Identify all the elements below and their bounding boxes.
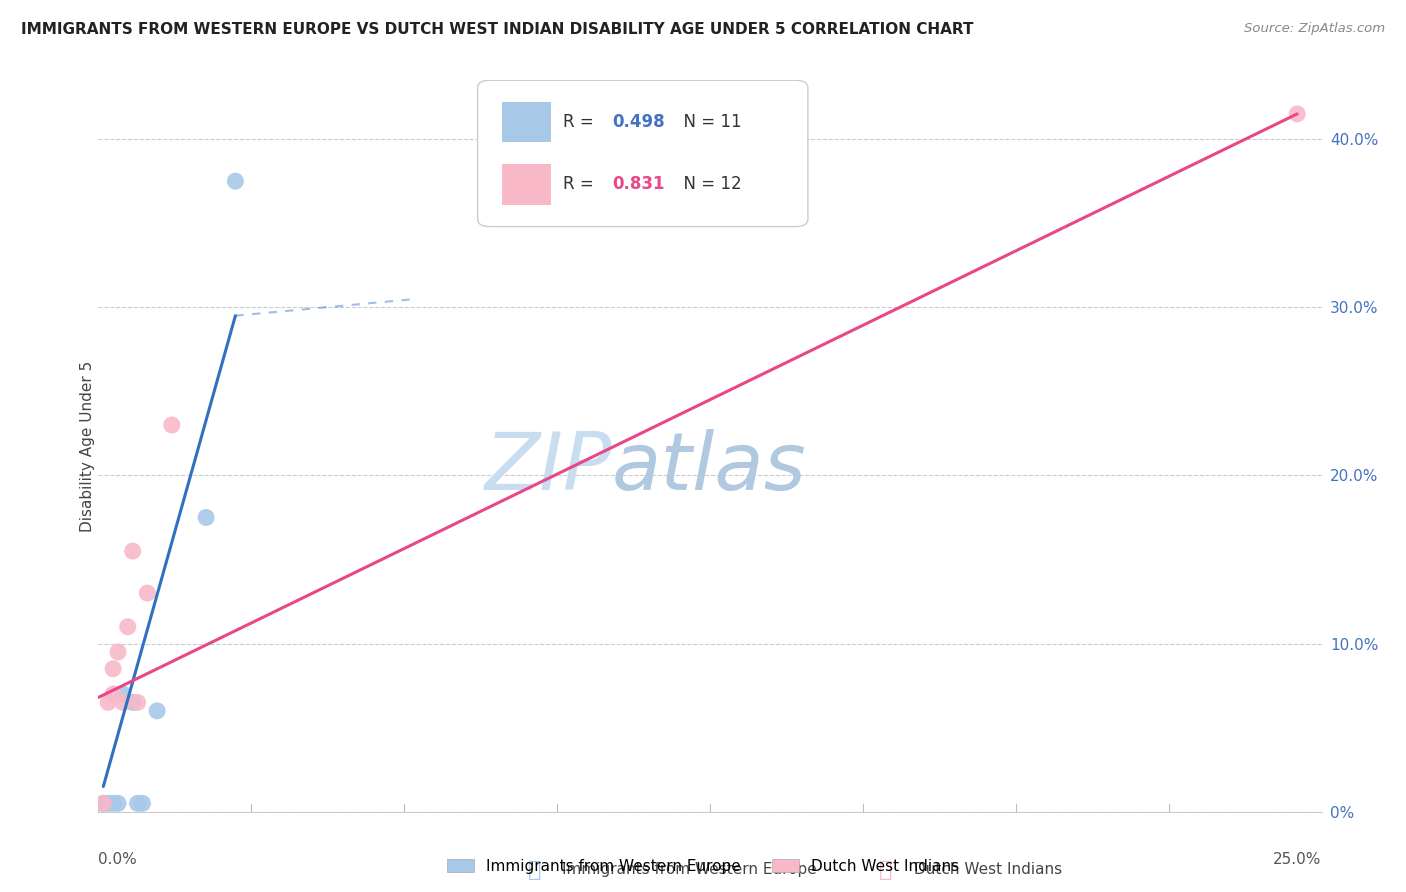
Text: R =: R = (564, 175, 599, 194)
Text: R =: R = (564, 113, 599, 131)
Text: atlas: atlas (612, 429, 807, 507)
Point (101, 797, 124, 811)
Text: 25.0%: 25.0% (1274, 852, 1322, 867)
Point (127, 797, 149, 811)
Text: IMMIGRANTS FROM WESTERN EUROPE VS DUTCH WEST INDIAN DISABILITY AGE UNDER 5 CORRE: IMMIGRANTS FROM WESTERN EUROPE VS DUTCH … (21, 22, 973, 37)
Y-axis label: Disability Age Under 5: Disability Age Under 5 (80, 360, 94, 532)
Point (121, 544, 143, 558)
Point (160, 417, 183, 432)
Text: Immigrants from Western Europe: Immigrants from Western Europe (562, 863, 817, 877)
Bar (502, 103, 551, 143)
Point (111, 695, 134, 709)
Text: 0.498: 0.498 (612, 113, 665, 131)
Point (97, 797, 120, 811)
Point (117, 620, 139, 634)
Text: Source: ZipAtlas.com: Source: ZipAtlas.com (1244, 22, 1385, 36)
Text: ZIP: ZIP (485, 429, 612, 507)
Text: 0.831: 0.831 (612, 175, 665, 194)
Point (91, 797, 114, 811)
Point (101, 662, 124, 676)
Point (127, 695, 149, 709)
Text: Dutch West Indians: Dutch West Indians (914, 863, 1062, 877)
Point (224, 174, 246, 188)
Legend: Immigrants from Western Europe, Dutch West Indians: Immigrants from Western Europe, Dutch We… (440, 853, 966, 880)
Point (146, 704, 169, 718)
Point (107, 645, 129, 659)
Point (97, 695, 120, 709)
Text: N = 11: N = 11 (673, 113, 742, 131)
Text: ⬜: ⬜ (527, 860, 541, 880)
Text: N = 12: N = 12 (673, 175, 742, 194)
Point (107, 797, 129, 811)
Point (136, 586, 159, 600)
Point (91, 797, 114, 811)
FancyBboxPatch shape (478, 80, 808, 227)
Point (195, 510, 218, 524)
Point (1286, 107, 1309, 121)
Point (111, 687, 134, 701)
Bar (502, 164, 551, 204)
Point (101, 687, 124, 701)
Point (131, 797, 153, 811)
Text: 0.0%: 0.0% (98, 852, 138, 867)
Text: ⬜: ⬜ (879, 860, 893, 880)
Point (121, 695, 143, 709)
